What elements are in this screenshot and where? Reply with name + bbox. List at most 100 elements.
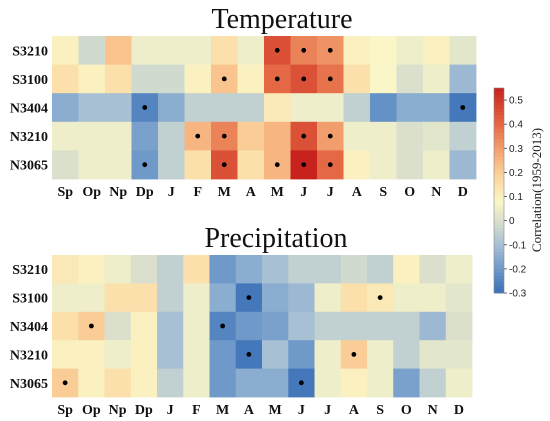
heatmap-cell	[130, 283, 158, 313]
heatmap-cell	[105, 150, 132, 180]
heatmap-cell	[393, 283, 420, 313]
colorbar-segment	[494, 190, 504, 195]
column-label: A	[244, 403, 255, 418]
heatmap-cell	[343, 93, 371, 123]
colorbar-segment	[494, 269, 504, 273]
heatmap-cell	[78, 283, 105, 313]
heatmap-cell	[370, 36, 397, 65]
row-label: N3065	[10, 377, 48, 392]
heatmap-cell	[235, 311, 263, 341]
heatmap-cell	[157, 368, 184, 398]
heatmap-cell	[396, 150, 424, 180]
significance-dot	[327, 47, 333, 53]
column-label: F	[192, 403, 201, 418]
precipitation-panel-title: Precipitation	[204, 223, 347, 254]
heatmap-cell	[264, 93, 291, 123]
heatmap-cell	[419, 340, 447, 369]
colorbar-segment	[494, 279, 504, 284]
heatmap-cell	[158, 36, 185, 65]
heatmap-cell	[449, 150, 477, 180]
heatmap-cell	[104, 283, 132, 313]
heatmap-cell	[131, 64, 159, 94]
heatmap-cell	[131, 121, 159, 151]
heatmap-cell	[183, 340, 210, 369]
heatmap-cell	[104, 255, 132, 284]
colorbar-segment	[494, 91, 504, 96]
heatmap-cell	[52, 150, 79, 180]
heatmap-cell	[78, 36, 106, 65]
significance-dot	[142, 105, 148, 110]
column-label: Op	[82, 403, 101, 418]
colorbar-segment	[494, 88, 504, 92]
heatmap-cell	[52, 255, 79, 284]
row-label: N3065	[10, 159, 48, 174]
colorbar-segment	[494, 234, 504, 239]
colorbar-tick-label: 0.1	[509, 192, 523, 203]
heatmap-cell	[78, 255, 105, 284]
column-label: A	[352, 185, 363, 200]
heatmap-cell	[237, 64, 265, 94]
heatmap-cell	[183, 368, 210, 398]
colorbar-segment	[494, 231, 504, 236]
heatmap-cell	[158, 64, 185, 94]
row-label: N3404	[10, 320, 48, 335]
significance-dot	[301, 162, 307, 168]
column-label: M	[271, 185, 284, 200]
heatmap-cell	[314, 283, 342, 313]
heatmap-cell	[183, 283, 210, 313]
heatmap-cell	[393, 368, 420, 398]
heatmap-cell	[314, 340, 342, 369]
heatmap-cell	[367, 311, 394, 341]
heatmap-cell	[157, 255, 184, 284]
significance-dot	[301, 47, 307, 53]
colorbar-segment	[494, 118, 504, 123]
heatmap-cell	[235, 368, 263, 398]
column-label: J	[167, 403, 174, 418]
heatmap-cell	[314, 255, 342, 284]
heatmap-cell	[211, 36, 238, 65]
column-label: Sp	[57, 403, 73, 418]
significance-dot	[220, 323, 226, 329]
colorbar-segment	[494, 214, 504, 219]
significance-dot	[351, 352, 357, 357]
colorbar-tick-label: -0.2	[509, 264, 527, 275]
heatmap-cell	[130, 255, 158, 284]
significance-dot	[460, 105, 466, 110]
heatmap-cell	[211, 93, 238, 123]
heatmap-cell	[237, 93, 265, 123]
heatmap-cell	[184, 150, 212, 180]
colorbar-segment	[494, 241, 504, 246]
heatmap-cell	[104, 368, 132, 398]
heatmap-cell	[105, 64, 132, 94]
heatmap-cell	[449, 36, 477, 65]
heatmap-cell	[423, 64, 450, 94]
significance-dot	[221, 76, 227, 82]
heatmap-cell	[445, 368, 473, 398]
column-label: D	[458, 185, 468, 200]
colorbar-segment	[494, 272, 504, 277]
heatmap-cell	[237, 36, 265, 65]
column-label: O	[401, 403, 412, 418]
heatmap-cell	[314, 368, 342, 398]
significance-dot	[327, 162, 333, 168]
heatmap-cell	[78, 93, 106, 123]
column-label: J	[300, 185, 307, 200]
significance-dot	[246, 352, 252, 357]
colorbar-segment	[494, 173, 504, 178]
colorbar-segment	[494, 228, 504, 232]
colorbar-segment	[494, 245, 504, 250]
heatmap-cell	[419, 283, 447, 313]
column-label: J	[298, 403, 305, 418]
heatmap-cell	[130, 340, 158, 369]
significance-dot	[274, 76, 280, 82]
row-label: S3100	[12, 73, 48, 88]
heatmap-cell	[131, 36, 159, 65]
colorbar-segment	[494, 275, 504, 280]
column-label: A	[349, 403, 360, 418]
significance-dot	[221, 133, 227, 139]
colorbar-segment	[494, 122, 504, 127]
column-label: J	[324, 403, 331, 418]
heatmap-cell	[445, 283, 473, 313]
colorbar-segment	[494, 105, 504, 109]
colorbar-segment	[494, 258, 504, 263]
